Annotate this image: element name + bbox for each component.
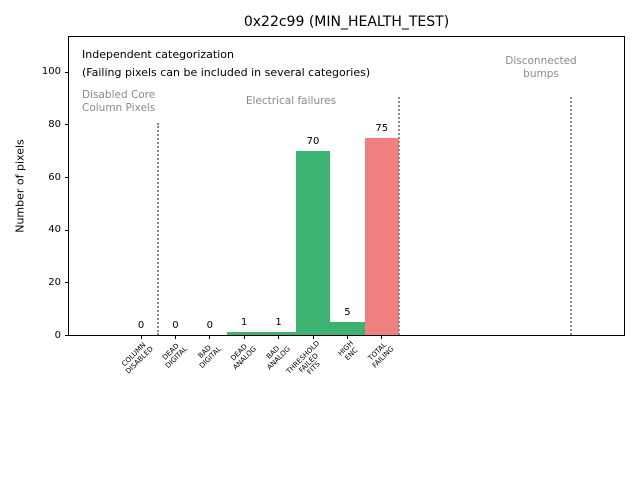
bar-high-enc bbox=[330, 321, 365, 335]
y-axis-tick-label: 100 bbox=[41, 66, 61, 78]
x-axis-tick-mark bbox=[140, 335, 142, 339]
y-axis-tick-label: 0 bbox=[54, 329, 61, 341]
x-axis-tick-label: BAD DIGITAL bbox=[197, 343, 224, 370]
x-axis-tick-mark bbox=[312, 335, 314, 339]
y-axis-tick-mark bbox=[65, 71, 69, 73]
region-label-disconnected-bumps: Disconnected bumps bbox=[505, 55, 577, 80]
group-separator-line bbox=[157, 123, 160, 335]
plot-area-border bbox=[68, 36, 625, 336]
y-axis-tick-mark bbox=[65, 229, 69, 231]
annotation-failing-pixels-note: (Failing pixels can be included in sever… bbox=[82, 66, 371, 79]
x-axis-tick-label: DEAD ANALOG bbox=[229, 342, 258, 372]
y-axis-tick-mark bbox=[65, 177, 69, 179]
bar-total-failing bbox=[364, 137, 399, 335]
annotation-independent-categorization: Independent categorization bbox=[82, 48, 234, 61]
y-axis-label: Number of pixels bbox=[13, 139, 27, 233]
bar-value-label: 1 bbox=[275, 317, 282, 329]
bar-value-label: 5 bbox=[344, 306, 351, 318]
bar-value-label: 0 bbox=[172, 320, 179, 331]
x-axis-tick-label: TOTAL FAILING bbox=[366, 340, 396, 370]
chart-title: 0x22c99 (MIN_HEALTH_TEST) bbox=[243, 14, 450, 30]
group-separator-line bbox=[570, 97, 572, 335]
y-axis-tick-label: 60 bbox=[48, 171, 61, 183]
x-axis-tick-label: THRESHOLD FAILED FITS bbox=[284, 339, 322, 377]
y-axis-tick-label: 80 bbox=[48, 118, 61, 130]
y-axis-tick-mark bbox=[65, 124, 69, 126]
x-axis-tick-mark bbox=[346, 335, 348, 339]
y-axis-tick-mark bbox=[65, 282, 69, 284]
bar-value-label: 70 bbox=[306, 135, 320, 147]
x-axis-tick-label: HIGH ENC bbox=[336, 339, 360, 362]
y-axis-tick-label: 40 bbox=[48, 224, 61, 236]
bar-bad-analog bbox=[261, 332, 296, 335]
bar-value-label: 0 bbox=[206, 320, 213, 331]
y-axis-tick-label: 20 bbox=[48, 276, 61, 288]
x-axis-tick-mark bbox=[174, 335, 176, 339]
bar-dead-analog bbox=[227, 332, 262, 335]
bar-value-label: 0 bbox=[137, 320, 145, 331]
bar-value-label: 75 bbox=[375, 122, 389, 134]
region-label-disabled-core-column-pixels: Disabled Core Column Pixels bbox=[82, 89, 156, 114]
bar-value-label: 1 bbox=[241, 317, 248, 329]
x-axis-tick-mark bbox=[209, 335, 211, 339]
x-axis-tick-mark bbox=[381, 335, 383, 339]
y-axis-tick-mark bbox=[65, 335, 69, 336]
x-axis-tick-label: DEAD DIGITAL bbox=[160, 341, 189, 370]
bar-threshold-failed-fits bbox=[295, 150, 331, 335]
x-axis-tick-label: COLUMN DISABLED bbox=[120, 341, 155, 376]
x-axis-tick-mark bbox=[278, 335, 280, 339]
x-axis-tick-mark bbox=[243, 335, 245, 339]
region-label-electrical-failures: Electrical failures bbox=[245, 95, 337, 107]
group-separator-line bbox=[398, 97, 400, 335]
